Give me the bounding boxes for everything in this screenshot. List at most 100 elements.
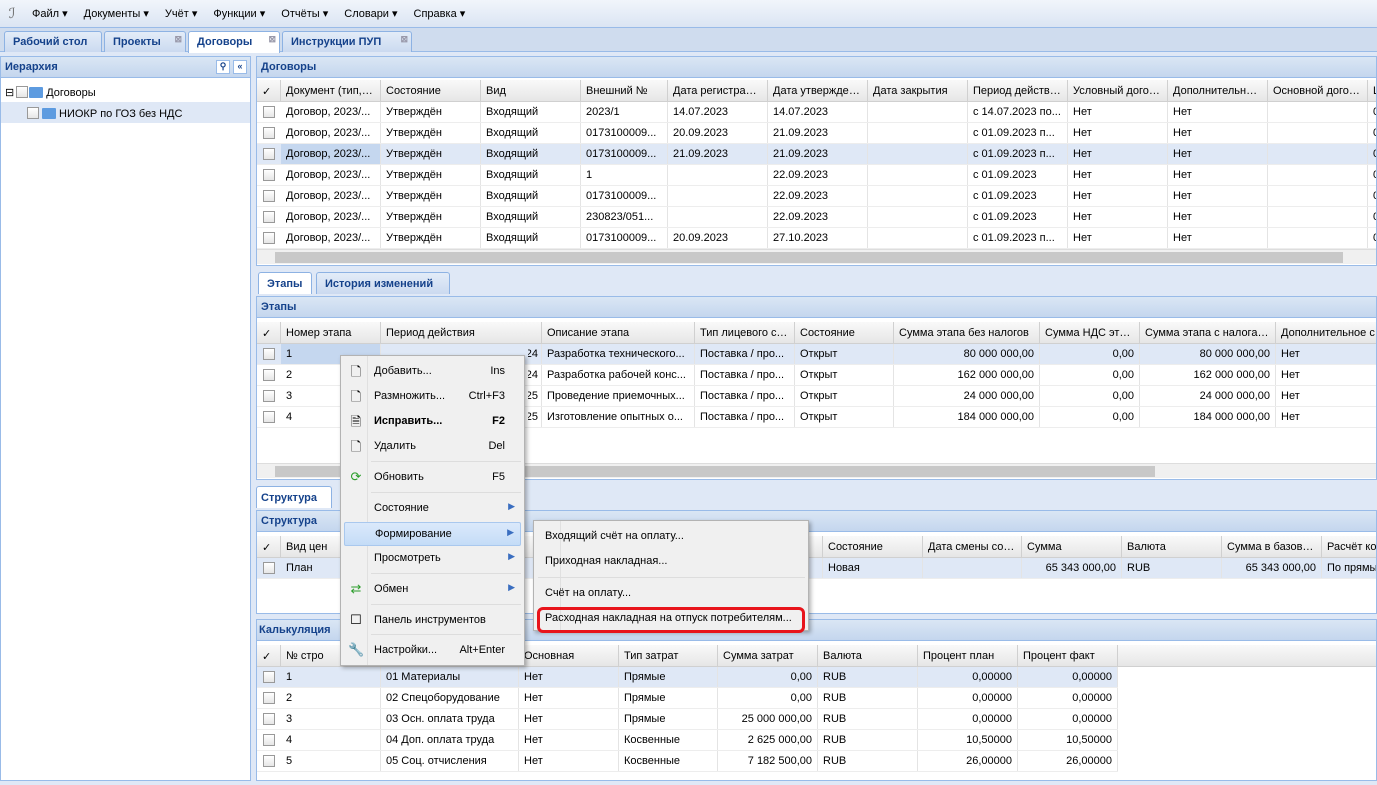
tree-item-niokr[interactable]: НИОКР по ГОЗ без НДС bbox=[1, 102, 250, 123]
row-checkbox[interactable] bbox=[263, 232, 275, 244]
column-header[interactable]: Процент план bbox=[918, 645, 1018, 666]
column-header[interactable]: Тип затрат bbox=[619, 645, 718, 666]
row-checkbox[interactable] bbox=[263, 169, 275, 181]
column-header[interactable]: Вид bbox=[481, 80, 581, 101]
column-header[interactable]: Состояние bbox=[381, 80, 481, 101]
column-header[interactable]: Сумма НДС этапа bbox=[1040, 322, 1140, 343]
collapse-tree-icon[interactable]: ⊟ bbox=[5, 87, 15, 99]
tab-history[interactable]: История изменений bbox=[316, 272, 450, 294]
column-header[interactable]: Тип лицевого счёт bbox=[695, 322, 795, 343]
menu-item-9[interactable]: ☐ Панель инструментов bbox=[344, 609, 521, 633]
checkbox[interactable] bbox=[27, 107, 39, 119]
row-checkbox[interactable] bbox=[263, 369, 275, 381]
column-header[interactable]: Состояние bbox=[823, 536, 923, 557]
column-header[interactable]: Основная bbox=[519, 645, 619, 666]
table-row[interactable]: 3 03 Осн. оплата труда Нет Прямые 25 000 000… bbox=[257, 709, 1118, 730]
table-row[interactable]: Договор, 2023/... Утверждён Входящий 017310… bbox=[257, 186, 1376, 207]
column-header[interactable]: Период действия bbox=[381, 322, 542, 343]
stages-scrollbar[interactable] bbox=[257, 463, 1376, 478]
row-checkbox[interactable] bbox=[263, 411, 275, 423]
submenu-item-outbound-invoice-highlighted[interactable]: Расходная накладная на отпуск потребител… bbox=[537, 607, 805, 633]
submenu-item-1[interactable]: Приходная накладная... bbox=[537, 550, 805, 574]
column-header[interactable]: Документ (тип, № bbox=[281, 80, 381, 101]
menu-item-5[interactable]: Состояние ▶ bbox=[344, 497, 521, 521]
column-header[interactable]: Дополнительное с bbox=[1168, 80, 1268, 101]
table-row[interactable]: Договор, 2023/... Утверждён Входящий 017310… bbox=[257, 123, 1376, 144]
row-checkbox[interactable] bbox=[263, 106, 275, 118]
menu-item-6[interactable]: Формирование ▶ bbox=[344, 522, 521, 546]
table-row[interactable]: Договор, 2023/... Утверждён Входящий 230823… bbox=[257, 207, 1376, 228]
column-header[interactable]: Внешний № bbox=[581, 80, 668, 101]
column-header[interactable]: Период действия... bbox=[968, 80, 1068, 101]
column-header[interactable] bbox=[681, 536, 823, 557]
column-header[interactable]: Дополнительное с bbox=[1276, 322, 1376, 343]
submenu-item-2[interactable]: Счёт на оплату... bbox=[537, 582, 805, 606]
menu-item[interactable]: Учёт ▾ bbox=[164, 8, 198, 20]
table-row[interactable]: 4 04 Доп. оплата труда Нет Косвенные 2 625 0… bbox=[257, 730, 1118, 751]
column-header[interactable]: Ц bbox=[1368, 80, 1376, 101]
tab-instructions[interactable]: Инструкции ПУП ⊠ bbox=[282, 31, 412, 52]
tab-projects[interactable]: Проекты ⊠ bbox=[104, 31, 186, 52]
column-header[interactable]: Сумма bbox=[1022, 536, 1122, 557]
table-row[interactable]: Договор, 2023/... Утверждён Входящий 1 22.09… bbox=[257, 165, 1376, 186]
menu-item-8[interactable]: ⇄ Обмен ▶ bbox=[344, 578, 521, 602]
select-all-checkmark-icon[interactable]: ✓ bbox=[257, 645, 281, 666]
submenu-item-0[interactable]: Входящий счёт на оплату... bbox=[537, 525, 805, 549]
menu-item[interactable]: Словари ▾ bbox=[344, 8, 398, 20]
column-header[interactable]: Сумма затрат bbox=[718, 645, 818, 666]
select-all-checkmark-icon[interactable]: ✓ bbox=[257, 80, 281, 101]
column-header[interactable]: Сумма этапа без налогов bbox=[894, 322, 1040, 343]
row-checkbox[interactable] bbox=[263, 713, 275, 725]
select-all-checkmark-icon[interactable]: ✓ bbox=[257, 322, 281, 343]
row-checkbox[interactable] bbox=[263, 127, 275, 139]
tab-stages[interactable]: Этапы bbox=[258, 272, 312, 294]
tab-contracts[interactable]: Договоры ⊠ bbox=[188, 31, 280, 53]
column-header[interactable]: Описание этапа bbox=[542, 322, 695, 343]
close-icon[interactable]: ⊠ bbox=[268, 34, 276, 44]
column-header[interactable]: Основной договор bbox=[1268, 80, 1368, 101]
contracts-scrollbar[interactable] bbox=[257, 249, 1376, 264]
menu-item-10[interactable]: 🔧 Настройки... Alt+Enter bbox=[344, 639, 521, 663]
collapse-icon[interactable]: « bbox=[233, 60, 247, 74]
row-checkbox[interactable] bbox=[263, 755, 275, 767]
column-header[interactable]: Дата регистрации bbox=[668, 80, 768, 101]
column-header[interactable]: Дата утверждения bbox=[768, 80, 868, 101]
menu-item-1[interactable]: 🗋 Размножить... Ctrl+F3 bbox=[344, 385, 521, 409]
menu-item-4[interactable]: ⟳ Обновить F5 bbox=[344, 466, 521, 490]
row-checkbox[interactable] bbox=[263, 348, 275, 360]
menu-item[interactable]: Документы ▾ bbox=[83, 8, 149, 20]
row-checkbox[interactable] bbox=[263, 211, 275, 223]
table-row[interactable]: 2 02 Спецоборудование Нет Прямые 0,00 RUB 0,00… bbox=[257, 688, 1118, 709]
column-header[interactable]: Расчёт ко bbox=[1322, 536, 1376, 557]
close-icon[interactable]: ⊠ bbox=[400, 34, 408, 44]
column-header[interactable]: Сумма этапа с налогами bbox=[1140, 322, 1276, 343]
menu-item-7[interactable]: Просмотреть ▶ bbox=[344, 547, 521, 571]
menu-item[interactable]: Функции ▾ bbox=[213, 8, 266, 20]
row-checkbox[interactable] bbox=[263, 190, 275, 202]
tab-desktop[interactable]: Рабочий стол bbox=[4, 31, 102, 52]
binoculars-icon[interactable]: ⚲ bbox=[216, 60, 230, 74]
checkbox[interactable] bbox=[16, 86, 29, 98]
row-checkbox[interactable] bbox=[263, 148, 275, 160]
menu-item[interactable]: Справка ▾ bbox=[413, 8, 466, 20]
tab-structure[interactable]: Структура bbox=[256, 486, 332, 508]
column-header[interactable]: Номер этапа bbox=[281, 322, 381, 343]
row-checkbox[interactable] bbox=[263, 671, 275, 683]
close-icon[interactable]: ⊠ bbox=[174, 34, 182, 44]
column-header[interactable]: Дата закрытия bbox=[868, 80, 968, 101]
menu-item-3[interactable]: 🗋 Удалить Del bbox=[344, 435, 521, 459]
column-header[interactable]: Состояние bbox=[795, 322, 894, 343]
menu-item[interactable]: Отчёты ▾ bbox=[281, 8, 329, 20]
select-all-checkmark-icon[interactable]: ✓ bbox=[257, 536, 281, 557]
menu-item-2[interactable]: 🗎 Исправить... F2 bbox=[344, 410, 521, 434]
table-row[interactable]: Договор, 2023/... Утверждён Входящий 2023/1… bbox=[257, 102, 1376, 123]
column-header[interactable]: Дата смены состо bbox=[923, 536, 1022, 557]
column-header[interactable]: Валюта bbox=[818, 645, 918, 666]
column-header[interactable]: Валюта bbox=[1122, 536, 1222, 557]
row-checkbox[interactable] bbox=[263, 390, 275, 402]
menu-item[interactable]: Файл ▾ bbox=[32, 8, 68, 20]
column-header[interactable]: Процент факт bbox=[1018, 645, 1118, 666]
table-row[interactable]: 5 05 Соц. отчисления Нет Косвенные 7 182 500… bbox=[257, 751, 1118, 772]
row-checkbox[interactable] bbox=[263, 734, 275, 746]
menu-item-0[interactable]: 🗋 Добавить... Ins bbox=[344, 360, 521, 384]
